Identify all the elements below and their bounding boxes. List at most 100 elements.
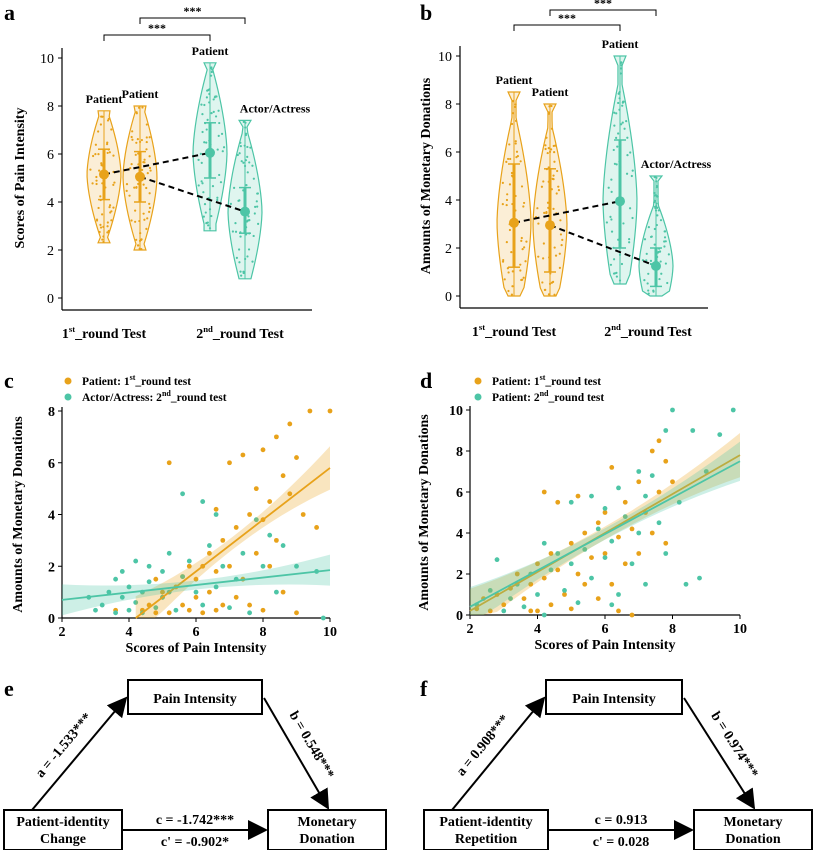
violin-point — [206, 221, 209, 224]
violin-point — [541, 281, 544, 284]
violin-point — [251, 260, 254, 263]
scatter-point — [697, 575, 702, 581]
outcome-label: Monetary — [297, 815, 356, 830]
scatter-point — [260, 563, 266, 569]
violin-point — [98, 169, 101, 172]
violin-point — [521, 278, 524, 281]
violin-point — [91, 182, 94, 185]
y-tick-label: 0 — [445, 290, 452, 305]
predictor-label: Patient-identity — [439, 815, 532, 830]
y-tick-label: 10 — [438, 50, 452, 65]
x-group-label: 2nd_round Test — [196, 324, 284, 342]
violin-point — [101, 115, 104, 118]
scatter-point — [690, 428, 696, 433]
x-axis-label: Scores of Pain Intensity — [535, 638, 676, 653]
violin-point — [94, 153, 97, 156]
scatter-point — [213, 512, 219, 517]
violin-point — [544, 144, 547, 147]
violin-point — [254, 205, 257, 208]
scatter-point — [99, 602, 105, 608]
violin-point — [610, 218, 613, 221]
violin-point — [212, 98, 215, 101]
violin-point — [659, 219, 663, 222]
mean-marker — [615, 196, 625, 207]
violin-point — [221, 150, 224, 153]
x-tick-label: 2 — [467, 622, 474, 637]
scatter-point — [294, 455, 299, 460]
scatter-point — [568, 540, 574, 546]
violin-point — [657, 209, 660, 212]
violin-point — [628, 241, 631, 244]
legend-marker — [64, 393, 72, 401]
violin-point — [525, 240, 528, 243]
y-axis-label: Scores of Pain Intensity — [13, 108, 28, 249]
scatter-point — [521, 596, 527, 601]
violin-point — [145, 148, 148, 151]
violin-point — [520, 236, 523, 240]
violin-point — [550, 148, 553, 151]
y-tick-label: 4 — [445, 194, 452, 209]
violin-point — [108, 204, 112, 207]
violin-point — [511, 270, 514, 273]
violin-point — [200, 180, 203, 183]
scatter-point — [193, 576, 199, 582]
violin-point — [135, 112, 138, 115]
violin-point — [653, 176, 656, 179]
violin-point — [503, 278, 506, 281]
violin-point — [205, 128, 208, 131]
violin-point — [652, 290, 655, 293]
x-tick-label: 8 — [260, 625, 267, 640]
violin-point — [95, 219, 99, 222]
violin-point — [620, 262, 624, 266]
violin-point — [554, 144, 557, 147]
scatter-point — [153, 610, 159, 616]
panel-letter-b: b — [420, 0, 433, 25]
path-cprime-label: c' = 0.028 — [593, 835, 650, 850]
scatter-point — [575, 571, 581, 577]
violin-point — [508, 183, 512, 186]
violin-point — [666, 281, 669, 285]
violin-point — [523, 246, 526, 249]
violin-point — [140, 238, 143, 241]
scatter-point — [528, 581, 534, 587]
scatter-point — [609, 538, 615, 544]
violin-point — [612, 258, 616, 261]
scatter-point — [220, 602, 226, 608]
violin-point — [521, 248, 524, 251]
violin-point — [547, 112, 550, 115]
violin-point — [245, 184, 248, 187]
legend-label: Patient: 2nd_round test — [492, 389, 604, 404]
legend-label: Patient: 1st_round test — [492, 373, 601, 388]
violin-point — [520, 185, 524, 188]
violin-point — [108, 151, 111, 154]
x-tick-label: 10 — [733, 622, 747, 637]
violin-point — [249, 146, 252, 149]
scatter-point — [636, 530, 642, 536]
path-a-arrow — [31, 696, 128, 811]
x-tick-label: 10 — [323, 625, 337, 640]
violin-point — [507, 271, 510, 274]
violin-point — [205, 96, 208, 99]
scatter-point — [213, 607, 219, 613]
violin-label: Patient — [192, 44, 229, 58]
violin-point — [101, 238, 104, 241]
violin-point — [219, 181, 223, 184]
scatter-point — [528, 608, 534, 614]
mediator-label: Pain Intensity — [572, 692, 656, 707]
violin-point — [237, 248, 241, 251]
scatter-point — [663, 428, 669, 433]
violin-point — [510, 293, 514, 296]
violin-point — [623, 127, 626, 130]
scatter-point — [247, 602, 253, 608]
mean-connector — [513, 200, 621, 224]
violin-point — [200, 103, 203, 106]
violin-point — [98, 230, 101, 234]
violin-point — [134, 153, 137, 156]
violin-point — [197, 158, 200, 161]
violin-point — [234, 230, 238, 233]
violin-point — [553, 293, 556, 296]
mediator-label: Pain Intensity — [153, 692, 237, 707]
violin-point — [197, 184, 200, 187]
violin-point — [552, 178, 555, 181]
regression-line — [135, 467, 331, 619]
